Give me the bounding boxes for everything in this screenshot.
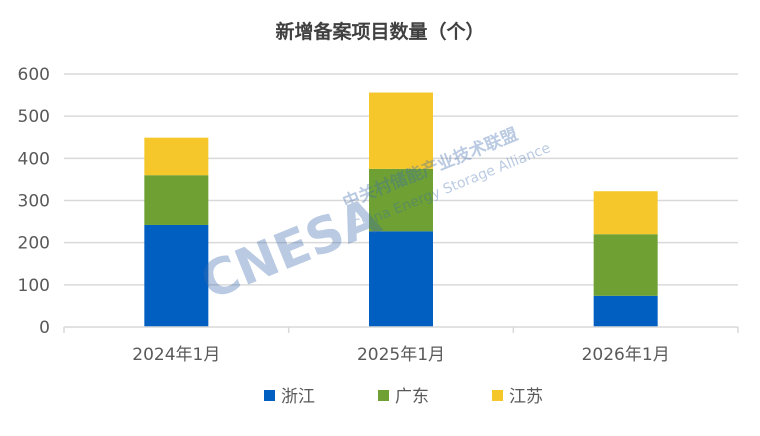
legend-swatch — [492, 390, 503, 401]
legend: 浙江 广东 江苏 — [264, 387, 543, 407]
legend-swatch — [264, 390, 275, 401]
y-tick-label: 0 — [39, 318, 50, 338]
x-tick-label: 2024年1月 — [132, 345, 220, 365]
chart-title: 新增备案项目数量（个） — [275, 20, 484, 43]
x-axis: 2024年1月 2025年1月 2026年1月 — [63, 326, 739, 365]
bar-segment-江苏 — [369, 92, 433, 169]
legend-label: 江苏 — [509, 387, 543, 407]
bar-segment-广东 — [593, 234, 658, 296]
legend-label: 广东 — [395, 387, 429, 407]
y-tick-label: 300 — [18, 192, 50, 212]
bar-segment-广东 — [144, 175, 209, 225]
bar-segment-浙江 — [369, 231, 433, 327]
bar-segment-浙江 — [144, 224, 209, 327]
x-tick-label: 2026年1月 — [582, 345, 670, 365]
y-axis-ticks: 0 100 200 300 400 500 600 — [18, 65, 50, 338]
y-tick-label: 100 — [18, 276, 50, 296]
bar-segment-江苏 — [144, 137, 209, 176]
y-tick-label: 200 — [18, 234, 50, 254]
legend-label: 浙江 — [281, 387, 315, 407]
x-tick-label: 2025年1月 — [357, 345, 445, 365]
y-tick-label: 600 — [18, 65, 50, 85]
y-tick-label: 400 — [18, 149, 50, 169]
bar-segment-江苏 — [593, 191, 658, 235]
legend-swatch — [378, 390, 389, 401]
bar-segment-浙江 — [593, 295, 658, 327]
y-tick-label: 500 — [18, 107, 50, 127]
bar-segment-广东 — [369, 168, 433, 232]
bars — [144, 92, 658, 327]
